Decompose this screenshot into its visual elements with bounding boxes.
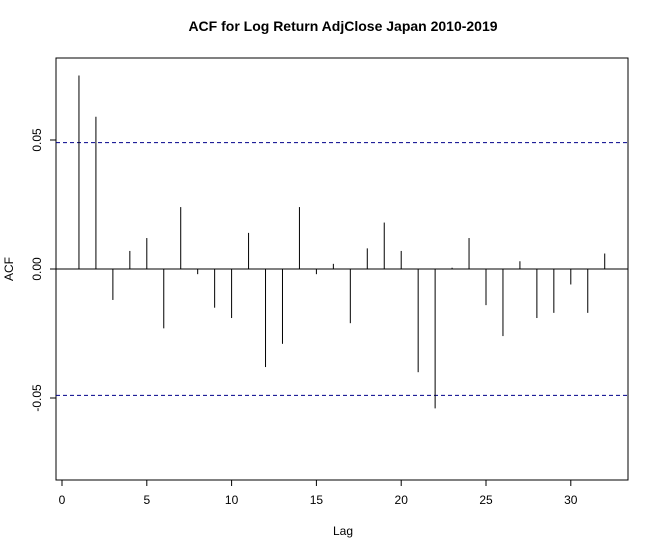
y-tick-label--0.05: -0.05: [30, 384, 44, 412]
x-tick-label-10: 10: [225, 493, 239, 507]
x-tick-label-20: 20: [395, 493, 409, 507]
x-axis-label: Lag: [333, 524, 353, 538]
y-tick-label-0.00: 0.00: [30, 257, 44, 281]
x-tick-label-30: 30: [564, 493, 578, 507]
x-tick-label-25: 25: [479, 493, 493, 507]
y-axis-label: ACF: [2, 257, 16, 281]
x-tick-label-0: 0: [59, 493, 66, 507]
x-tick-label-15: 15: [310, 493, 324, 507]
y-tick-label-0.05: 0.05: [30, 128, 44, 152]
x-tick-label-5: 5: [143, 493, 150, 507]
chart-title: ACF for Log Return AdjClose Japan 2010-2…: [188, 18, 497, 34]
